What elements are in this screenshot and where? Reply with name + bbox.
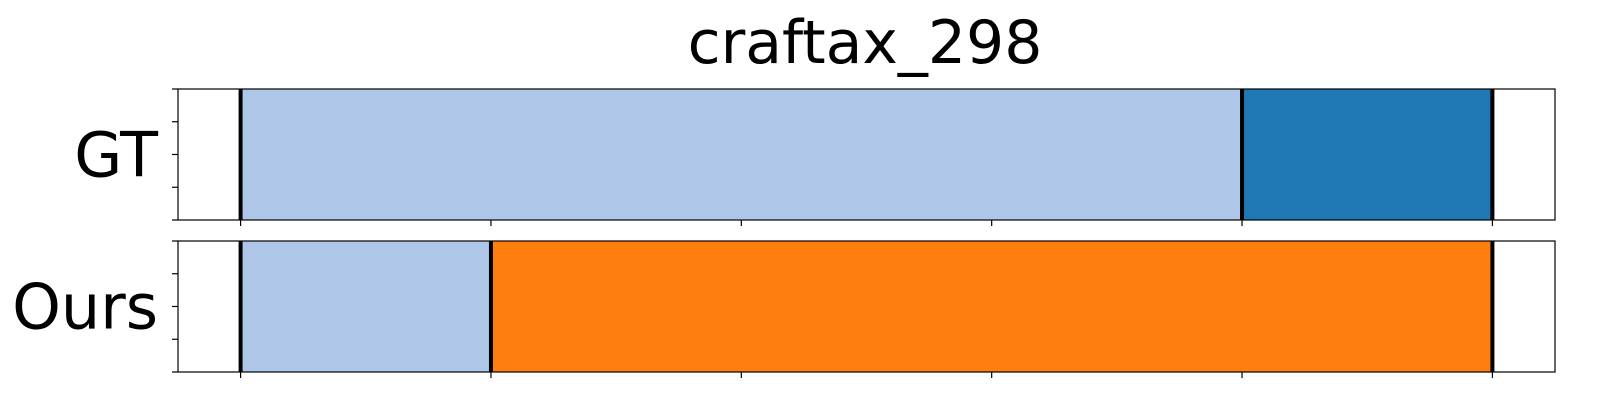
row-label-ours: Ours [12, 271, 158, 344]
row-label-gt: GT [74, 119, 159, 192]
chart-title: craftax_298 [688, 8, 1043, 78]
segment-bar-0-0 [240, 89, 1243, 220]
row-0: GT [74, 88, 1556, 226]
row-1: Ours [12, 240, 1556, 378]
segment-bar-1-0 [240, 241, 491, 372]
segment-bar-0-1 [1242, 89, 1493, 220]
segment-bar-1-1 [490, 241, 1493, 372]
